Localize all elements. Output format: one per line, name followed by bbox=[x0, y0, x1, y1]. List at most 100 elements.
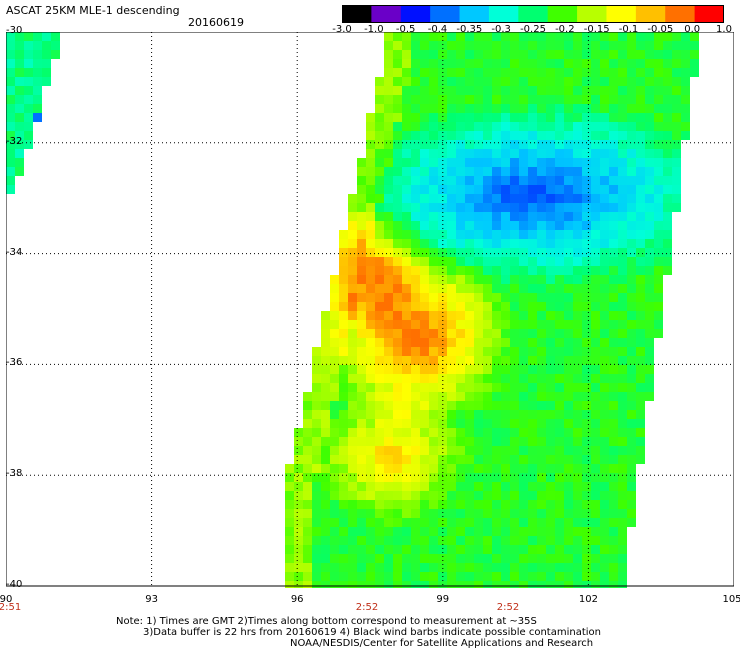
swath-cell bbox=[672, 140, 681, 149]
swath-cell bbox=[447, 50, 456, 59]
swath-cell bbox=[546, 212, 555, 221]
swath-cell bbox=[591, 554, 600, 563]
swath-cell bbox=[33, 113, 42, 122]
swath-cell bbox=[537, 491, 546, 500]
swath-cell bbox=[348, 248, 357, 257]
swath-cell bbox=[465, 401, 474, 410]
swath-cell bbox=[564, 500, 573, 509]
swath-cell bbox=[618, 536, 627, 545]
colorbar-label: -0.3 bbox=[491, 24, 511, 35]
swath-cell bbox=[384, 77, 393, 86]
swath-cell bbox=[393, 482, 402, 491]
swath-cell bbox=[609, 536, 618, 545]
swath-cell bbox=[672, 77, 681, 86]
swath-cell bbox=[519, 536, 528, 545]
swath-cell bbox=[627, 302, 636, 311]
swath-cell bbox=[339, 320, 348, 329]
swath-cell bbox=[582, 239, 591, 248]
swath-cell bbox=[501, 428, 510, 437]
swath-cell bbox=[555, 383, 564, 392]
swath-cell bbox=[438, 554, 447, 563]
swath-cell bbox=[33, 41, 42, 50]
swath-cell bbox=[546, 545, 555, 554]
swath-cell bbox=[618, 554, 627, 563]
swath-cell bbox=[636, 104, 645, 113]
swath-cell bbox=[330, 284, 339, 293]
swath-cell bbox=[501, 347, 510, 356]
swath-cell bbox=[429, 95, 438, 104]
swath-cell bbox=[429, 374, 438, 383]
swath-cell bbox=[591, 293, 600, 302]
swath-cell bbox=[474, 59, 483, 68]
swath-cell bbox=[384, 374, 393, 383]
colorbar-swatch bbox=[606, 5, 637, 23]
swath-cell bbox=[618, 293, 627, 302]
swath-cell bbox=[411, 122, 420, 131]
swath-cell bbox=[366, 509, 375, 518]
swath-cell bbox=[555, 293, 564, 302]
swath-cell bbox=[501, 401, 510, 410]
swath-cell bbox=[366, 311, 375, 320]
swath-cell bbox=[24, 32, 33, 41]
swath-cell bbox=[672, 176, 681, 185]
swath-cell bbox=[321, 455, 330, 464]
swath-cell bbox=[573, 59, 582, 68]
swath-cell bbox=[438, 383, 447, 392]
swath-cell bbox=[600, 50, 609, 59]
swath-cell bbox=[555, 311, 564, 320]
swath-cell bbox=[474, 320, 483, 329]
swath-cell bbox=[492, 338, 501, 347]
swath-cell bbox=[429, 446, 438, 455]
swath-cell bbox=[510, 446, 519, 455]
swath-cell bbox=[384, 203, 393, 212]
swath-cell bbox=[429, 230, 438, 239]
swath-cell bbox=[537, 266, 546, 275]
swath-cell bbox=[519, 149, 528, 158]
swath-cell bbox=[375, 581, 384, 588]
swath-cell bbox=[393, 167, 402, 176]
swath-cell bbox=[492, 212, 501, 221]
swath-cell bbox=[339, 329, 348, 338]
swath-cell bbox=[609, 41, 618, 50]
swath-cell bbox=[609, 311, 618, 320]
swath-cell bbox=[357, 158, 366, 167]
swath-cell bbox=[573, 131, 582, 140]
swath-cell bbox=[537, 239, 546, 248]
swath-cell bbox=[429, 176, 438, 185]
swath-cell bbox=[546, 284, 555, 293]
swath-cell bbox=[528, 302, 537, 311]
swath-cell bbox=[492, 473, 501, 482]
swath-cell bbox=[582, 257, 591, 266]
swath-cell bbox=[627, 86, 636, 95]
swath-cell bbox=[501, 86, 510, 95]
swath-cell bbox=[483, 581, 492, 588]
swath-cell bbox=[402, 149, 411, 158]
swath-cell bbox=[510, 230, 519, 239]
swath-cell bbox=[564, 203, 573, 212]
swath-cell bbox=[393, 410, 402, 419]
colorbar-swatch bbox=[342, 5, 372, 23]
swath-cell bbox=[573, 491, 582, 500]
map-grid bbox=[6, 32, 734, 586]
swath-cell bbox=[15, 140, 24, 149]
swath-cell bbox=[609, 437, 618, 446]
swath-cell bbox=[420, 554, 429, 563]
swath-cell bbox=[447, 95, 456, 104]
swath-cell bbox=[474, 437, 483, 446]
swath-cell bbox=[555, 158, 564, 167]
swath-cell bbox=[528, 167, 537, 176]
swath-cell bbox=[627, 473, 636, 482]
swath-cell bbox=[321, 437, 330, 446]
swath-cell bbox=[393, 446, 402, 455]
swath-cell bbox=[483, 275, 492, 284]
swath-cell bbox=[294, 482, 303, 491]
swath-cell bbox=[546, 140, 555, 149]
swath-cell bbox=[393, 149, 402, 158]
swath-cell bbox=[564, 68, 573, 77]
swath-cell bbox=[573, 338, 582, 347]
swath-cell bbox=[546, 230, 555, 239]
swath-cell bbox=[393, 140, 402, 149]
swath-cell bbox=[447, 563, 456, 572]
swath-cell bbox=[591, 437, 600, 446]
swath-cell bbox=[528, 356, 537, 365]
